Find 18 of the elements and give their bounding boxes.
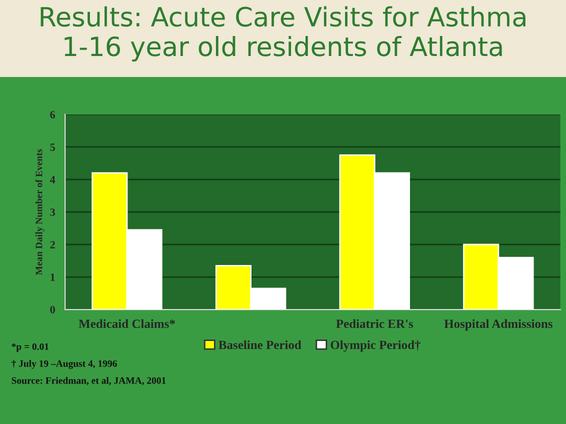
x-tick-label: Hospital Admissions (444, 319, 552, 331)
y-tick-label: 2 (50, 241, 55, 248)
legend-label: Olympic Period† (330, 340, 420, 352)
x-tick-label: Medicaid Claims* (78, 319, 175, 328)
chart-title: Results: Acute Care Visits for Asthma (40, 6, 526, 27)
y-tick-label: 4 (50, 176, 56, 184)
source-note: Source: Friedman, et al, JAMA, 2001 (12, 376, 166, 386)
text: † July 19 –August 4, 1996 (12, 360, 117, 369)
text: *p = 0.01 (12, 343, 48, 352)
y-tick-label: 6 (50, 110, 56, 118)
y-tick-label: 5 (50, 144, 55, 151)
y-tick-label: 3 (50, 208, 55, 216)
y-axis-title: Mean Daily Number of Events (35, 149, 44, 275)
x-tick-label: Pediatric ER's (336, 319, 414, 328)
legend-label: Baseline Period (218, 340, 302, 350)
chart-subtitle: 1-16 year old residents of Atlanta (64, 36, 502, 62)
y-tick-label: 1 (50, 274, 55, 281)
y-tick-label: 0 (50, 306, 55, 314)
